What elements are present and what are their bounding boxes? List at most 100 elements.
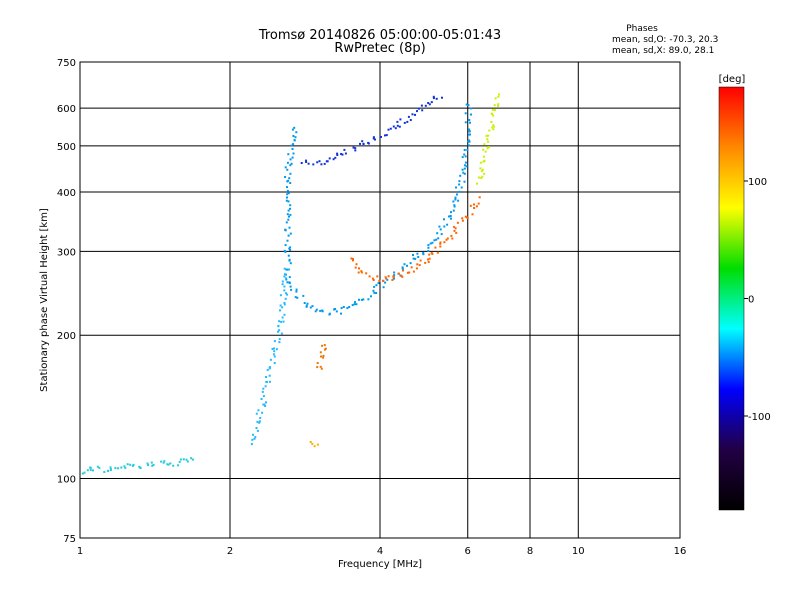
- colorbar: [718, 86, 745, 511]
- data-point: [461, 219, 464, 222]
- data-point: [285, 199, 288, 202]
- data-point: [169, 462, 172, 465]
- data-point: [286, 213, 289, 216]
- data-point: [107, 469, 109, 472]
- data-point: [86, 469, 89, 472]
- data-point: [424, 104, 427, 107]
- data-point: [265, 401, 267, 404]
- data-point: [384, 281, 387, 284]
- data-point: [362, 298, 365, 301]
- data-point: [286, 186, 288, 189]
- data-point: [278, 338, 281, 341]
- data-point: [397, 272, 400, 275]
- data-point: [288, 276, 291, 279]
- data-point: [273, 355, 276, 358]
- data-point: [284, 166, 287, 169]
- data-point: [283, 289, 286, 292]
- y-tick-label: 600: [57, 104, 76, 115]
- x-tick-label: 4: [377, 546, 383, 557]
- data-point: [279, 304, 282, 307]
- data-point: [387, 128, 390, 131]
- data-point: [412, 257, 415, 260]
- data-point: [352, 146, 355, 149]
- data-point: [124, 466, 127, 469]
- data-point: [278, 329, 281, 332]
- y-tick-label: 300: [57, 247, 76, 258]
- data-point: [373, 291, 376, 294]
- data-point: [286, 268, 289, 271]
- data-point: [285, 292, 287, 295]
- data-point: [348, 306, 351, 308]
- data-point: [306, 302, 309, 305]
- data-point: [300, 162, 303, 164]
- data-point: [365, 272, 368, 275]
- data-point: [492, 125, 495, 128]
- data-point: [360, 270, 363, 273]
- data-point: [350, 257, 353, 260]
- data-point: [286, 189, 289, 192]
- data-point: [416, 263, 419, 266]
- data-point: [434, 246, 437, 249]
- data-point: [439, 245, 442, 248]
- data-point: [336, 154, 339, 156]
- data-point: [494, 97, 497, 100]
- data-point: [465, 165, 468, 168]
- data-point: [488, 129, 491, 132]
- data-point: [493, 104, 496, 107]
- data-point: [351, 304, 354, 307]
- data-point: [83, 471, 86, 474]
- data-point: [443, 241, 446, 244]
- data-point: [277, 330, 279, 333]
- data-point: [439, 241, 442, 244]
- data-point: [335, 310, 338, 313]
- data-point: [289, 207, 291, 210]
- data-point: [451, 237, 454, 240]
- data-point: [288, 177, 291, 180]
- data-point: [357, 271, 360, 274]
- data-point: [287, 192, 290, 195]
- data-point: [271, 348, 274, 350]
- data-point: [292, 143, 295, 146]
- data-point: [467, 104, 470, 107]
- data-point: [120, 466, 123, 469]
- data-point: [427, 246, 430, 249]
- data-point: [322, 356, 324, 359]
- data-point: [494, 109, 496, 112]
- data-point: [469, 204, 472, 207]
- data-point: [261, 390, 264, 393]
- colorbar-tick-label: 100: [748, 177, 767, 188]
- data-point: [418, 264, 421, 267]
- data-point: [463, 153, 466, 156]
- data-point: [375, 292, 378, 294]
- data-point: [491, 126, 494, 129]
- data-point: [258, 420, 261, 423]
- data-point: [278, 341, 281, 344]
- data-point: [286, 196, 288, 199]
- data-point: [461, 156, 464, 159]
- data-point: [448, 215, 450, 218]
- data-point: [273, 362, 276, 364]
- data-point: [283, 313, 286, 316]
- data-point: [468, 139, 470, 142]
- data-points: [81, 93, 501, 475]
- data-point: [453, 204, 456, 207]
- data-point: [417, 256, 420, 258]
- data-point: [373, 285, 376, 288]
- data-point: [286, 281, 289, 284]
- data-point: [417, 107, 420, 110]
- data-point: [160, 460, 163, 463]
- data-point: [336, 152, 339, 155]
- data-point: [445, 238, 448, 241]
- data-point: [280, 332, 283, 335]
- data-point: [289, 285, 292, 288]
- data-point: [456, 193, 458, 196]
- data-point: [412, 254, 414, 256]
- data-point: [403, 263, 406, 266]
- data-point: [358, 298, 360, 301]
- data-point: [286, 293, 288, 296]
- data-point: [319, 365, 322, 368]
- x-tick-label: 1: [77, 546, 83, 557]
- data-point: [257, 409, 260, 412]
- data-point: [324, 347, 327, 350]
